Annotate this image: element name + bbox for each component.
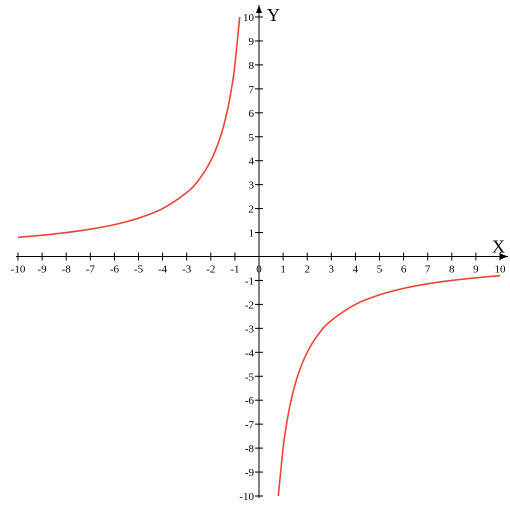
x-tick-label: 2	[304, 264, 310, 276]
x-tick-label: 8	[449, 264, 455, 276]
ticks: -10 -9 -8 -7 -6 -5 -4 -3 -2 -1 0 1 2 3 4 5 6 7 8 9 10-10-9-8…	[11, 12, 506, 503]
x-tick-label: 3	[329, 264, 335, 276]
series-line-2	[277, 274, 501, 497]
y-tick-label: 5	[249, 132, 255, 144]
x-tick-label: -10	[11, 264, 26, 276]
x-tick-label: -5	[134, 264, 144, 276]
y-tick-label: 7	[249, 84, 255, 96]
y-tick-label: 3	[249, 180, 255, 192]
x-tick-label: 6	[401, 264, 407, 276]
series-group	[17, 16, 501, 497]
x-axis-arrow	[500, 253, 508, 260]
x-tick-label: -2	[206, 264, 215, 276]
y-tick-label: -10	[239, 491, 254, 503]
y-tick-label: 9	[249, 36, 255, 48]
x-tick-label: -1	[230, 264, 239, 276]
y-tick-label: 4	[249, 156, 255, 168]
y-tick-label: -5	[245, 371, 255, 383]
x-tick-label: 4	[353, 264, 359, 276]
y-axis-arrow	[256, 5, 262, 13]
x-tick-label: 7	[425, 264, 431, 276]
x-tick-label: -9	[38, 264, 48, 276]
x-tick-label: 5	[377, 264, 383, 276]
y-tick-label: -4	[245, 347, 255, 359]
axes	[16, 5, 508, 498]
y-tick-label: -8	[245, 443, 255, 455]
x-axis-label: X	[492, 237, 505, 257]
y-tick-label: 6	[249, 108, 255, 120]
x-tick-label: 1	[280, 264, 286, 276]
series-line-1	[17, 16, 241, 239]
x-tick-label: -8	[62, 264, 72, 276]
x-tick-label: 0	[256, 264, 262, 276]
y-tick-label: -7	[245, 419, 255, 431]
x-tick-label: -7	[86, 264, 96, 276]
y-tick-label: -3	[245, 323, 255, 335]
x-tick-label: -3	[182, 264, 192, 276]
y-tick-label: 2	[249, 204, 255, 216]
y-tick-label: -9	[245, 467, 255, 479]
y-tick-label: 1	[249, 228, 255, 240]
x-tick-label: 9	[473, 264, 479, 276]
x-tick-label: -4	[158, 264, 168, 276]
x-tick-label: -6	[110, 264, 120, 276]
y-tick-label: 10	[243, 12, 255, 24]
y-tick-label: -6	[245, 395, 255, 407]
y-tick-label: -2	[245, 299, 254, 311]
y-axis-label: Y	[267, 5, 280, 25]
y-tick-label: -1	[245, 275, 254, 287]
x-tick-label: 10	[495, 264, 507, 276]
y-tick-label: 8	[249, 60, 255, 72]
